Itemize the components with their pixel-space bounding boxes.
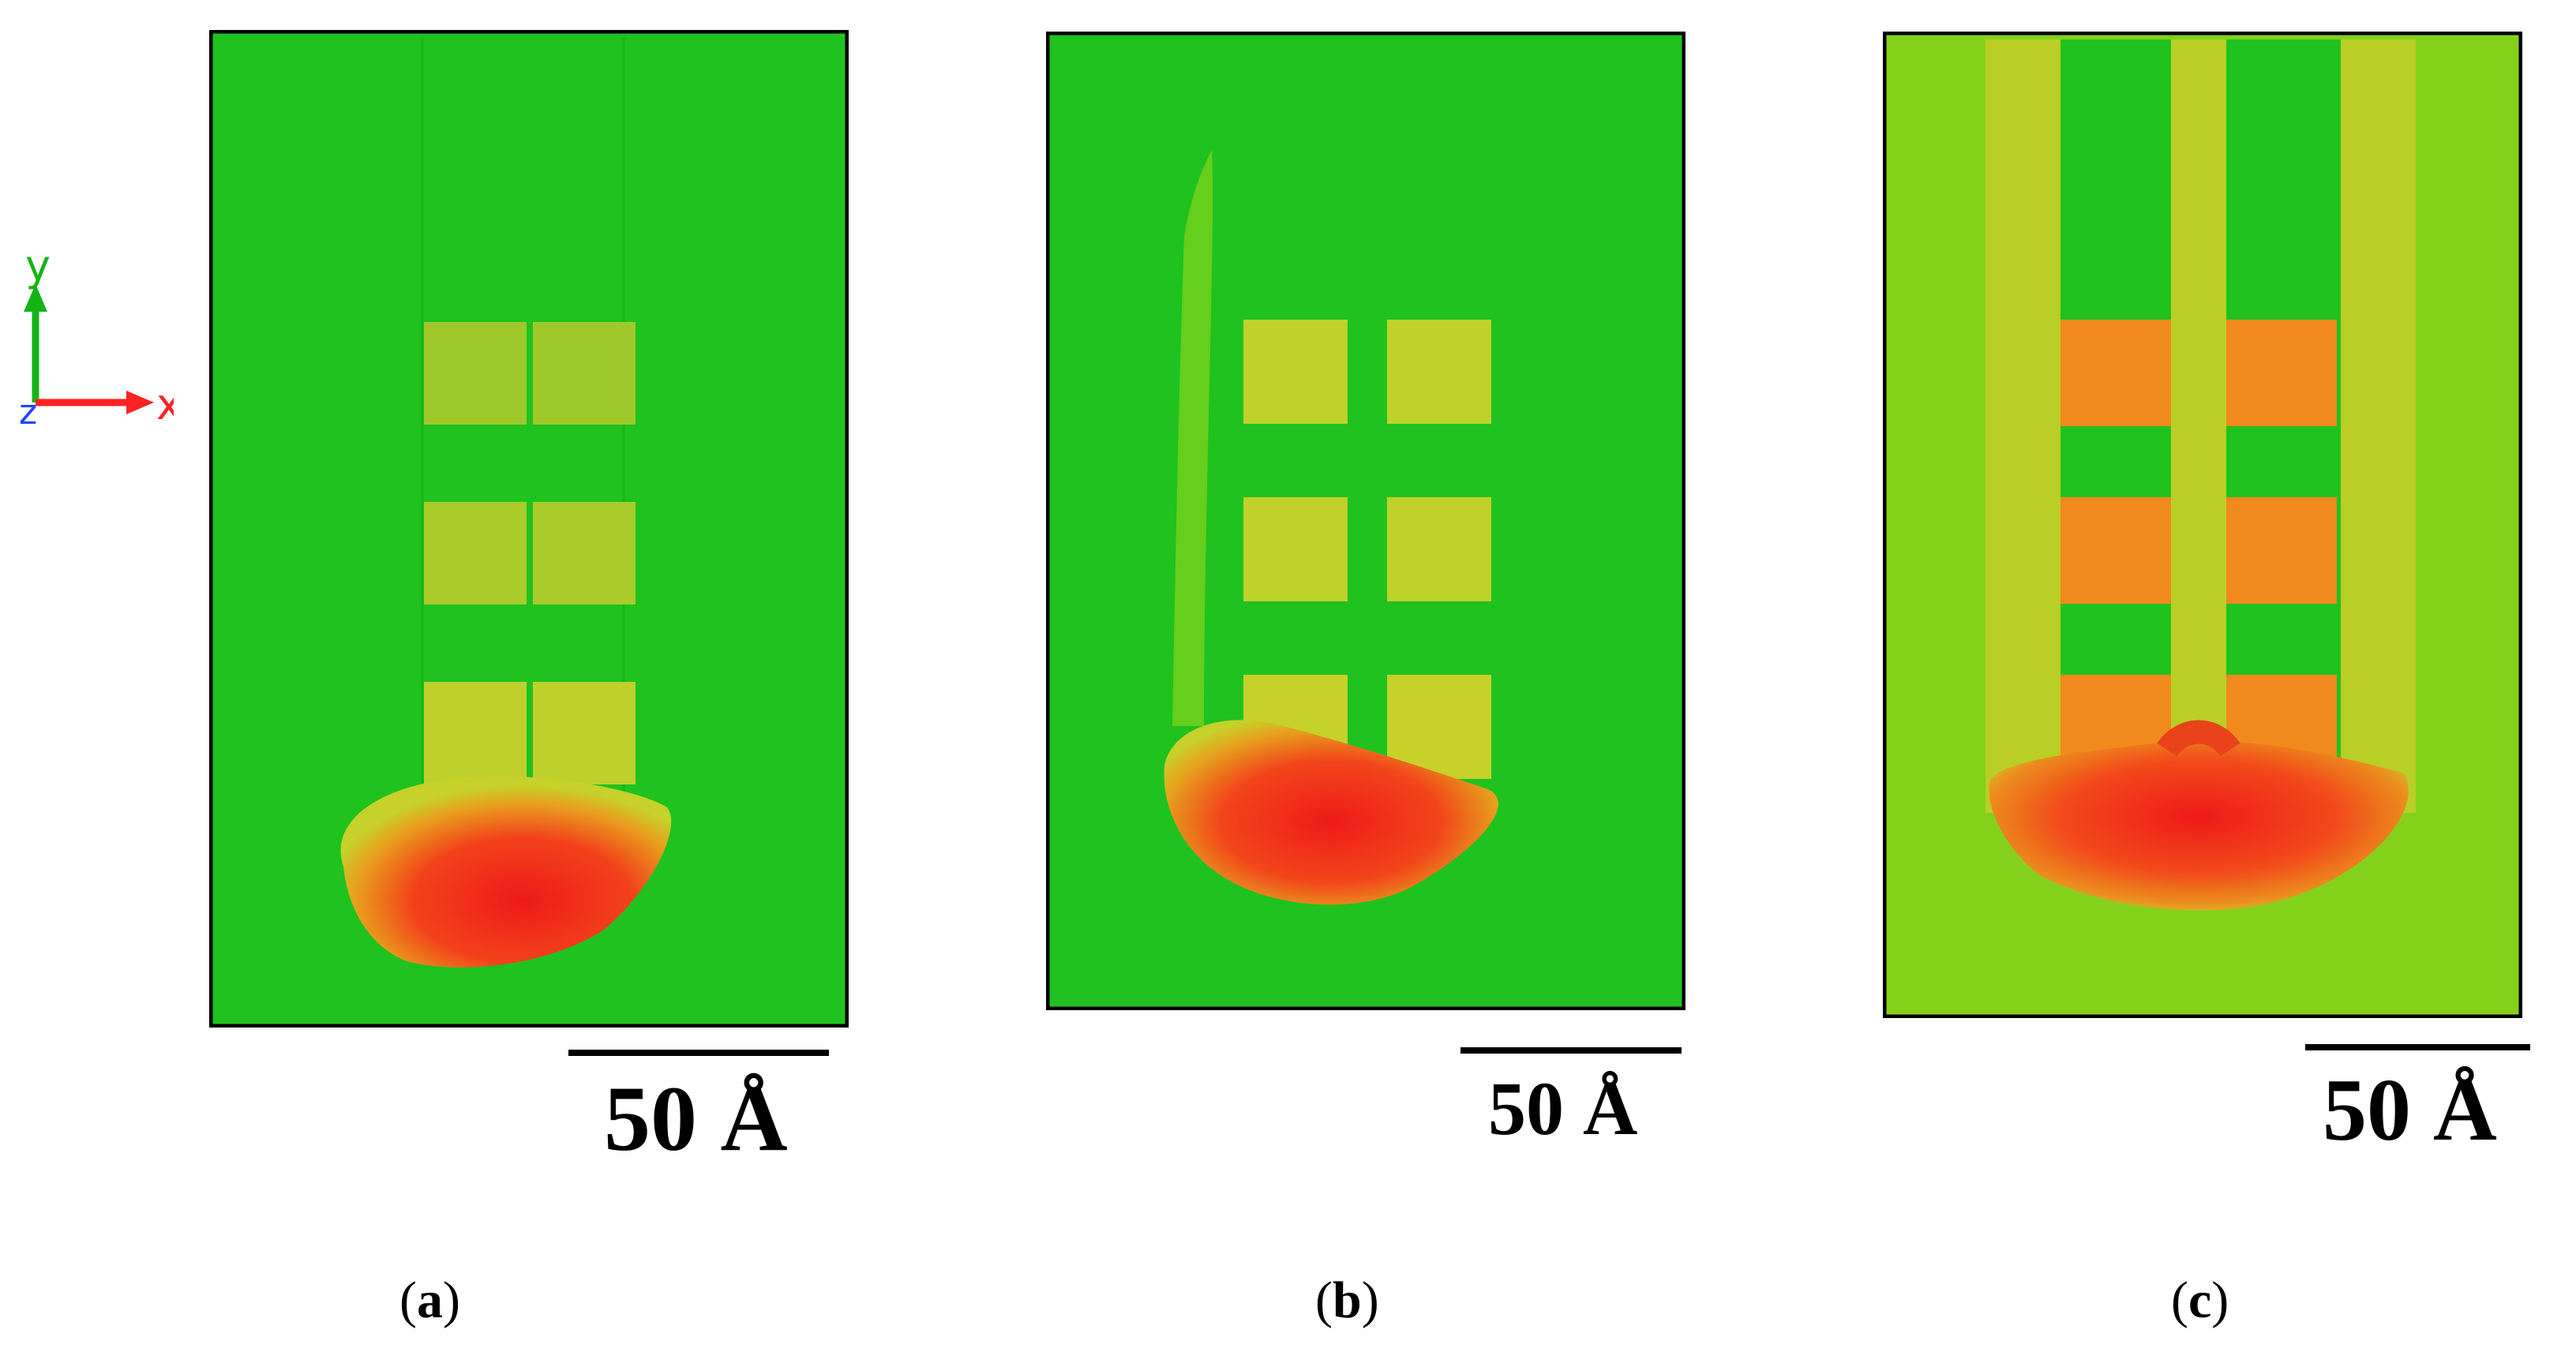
simulation-image-b [1046, 32, 1685, 1010]
y-axis-label: y [25, 241, 51, 290]
caption-b: (b) [1315, 1271, 1379, 1329]
scale-label-c: 50 Å [2323, 1061, 2497, 1159]
caption-c: (c) [2171, 1271, 2229, 1329]
panel-c [1883, 32, 2522, 1018]
simulation-image-a [209, 30, 849, 1028]
scale-label-a: 50 Å [604, 1067, 788, 1170]
panel-a [209, 30, 849, 1028]
x-axis-label: x [156, 380, 174, 429]
z-axis-label: z [19, 392, 37, 432]
caption-letter-c: c [2188, 1271, 2212, 1329]
caption-letter-a: a [416, 1271, 443, 1329]
caption-letter-b: b [1332, 1271, 1362, 1329]
caption-a: (a) [399, 1271, 460, 1329]
simulation-image-c [1883, 32, 2522, 1018]
scale-label-b: 50 Å [1488, 1066, 1638, 1151]
panel-b [1046, 32, 1685, 1010]
coordinate-axes: y x z [16, 241, 182, 438]
